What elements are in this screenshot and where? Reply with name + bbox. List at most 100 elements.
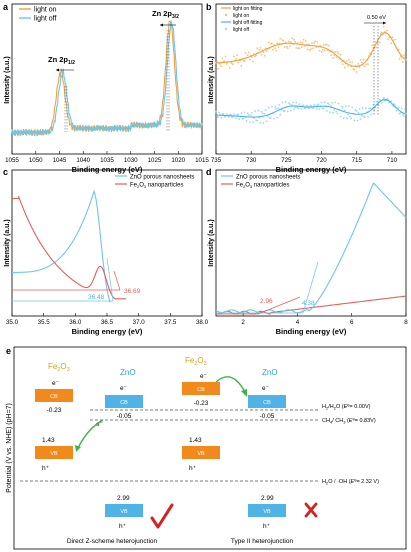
panel-b-point-off xyxy=(342,117,345,120)
panel-d-tangent-fe xyxy=(257,296,301,315)
panel-b-point-off xyxy=(261,112,264,115)
panel-b-point-off xyxy=(243,111,246,114)
panel-b-point-off xyxy=(247,114,250,116)
panel-b-point-off xyxy=(386,97,388,100)
panel-d-tick-label-3: 8 xyxy=(404,319,408,326)
panel-b-point-on xyxy=(301,41,304,44)
panel-b-point-on xyxy=(391,36,394,39)
panel-d-tick-label-2: 6 xyxy=(350,319,354,326)
scheme-z-zno-label: ZnO xyxy=(120,368,136,377)
panel-b-point-on xyxy=(313,41,316,44)
scheme-t2-fe-e: e⁻ xyxy=(200,373,207,380)
panel-b-point-off xyxy=(245,120,248,122)
scheme-z-fe2o3-label: Fe2O3 xyxy=(48,362,70,373)
scheme-z-fe-vb-label: VB xyxy=(50,451,58,457)
panel-b-tick-label-5: 710 xyxy=(387,157,398,164)
panel-b-point-off xyxy=(215,110,217,113)
panel-c-tick-label-0: 35.0 xyxy=(6,319,19,326)
panel-a-tick-label-2: 1045 xyxy=(53,157,67,164)
panel-b-point-off xyxy=(288,103,291,105)
panel-b-point-on xyxy=(276,42,279,45)
panel-b-point-off xyxy=(271,105,273,108)
scheme-z-zno-vb-value: 2.99 xyxy=(117,495,130,502)
panel-b-point-off xyxy=(335,110,338,113)
panel-b-point-on xyxy=(334,51,337,53)
panel-b-point-off xyxy=(353,119,356,122)
panel-c-x-ticks: 35.0 35.5 36.0 36.5 37.0 37.5 38.0 xyxy=(6,313,209,326)
panel-a-ylabel: Intensity (a.u.) xyxy=(4,56,11,103)
scheme-t2-fe-vb xyxy=(182,446,220,459)
panel-a-legend-on: light on xyxy=(34,7,57,14)
panel-b-point-off xyxy=(283,110,286,113)
scheme-z-zno-cb xyxy=(105,395,143,408)
scheme-z-caption: Direct Z-scheme heterojunction xyxy=(67,538,158,545)
panel-b-legend-swatch-2 xyxy=(224,13,228,17)
scheme-z-transfer-e: e⁻ xyxy=(96,421,103,428)
panel-d-x-ticks: 2 4 6 8 xyxy=(241,313,408,326)
panel-b-point-on xyxy=(300,46,303,48)
panel-b-point-off xyxy=(370,113,373,116)
panel-b-point-on xyxy=(267,41,270,44)
scheme-t2-fe-vb-label: VB xyxy=(197,451,205,457)
panel-b-xlabel: Binding energy (eV) xyxy=(276,165,347,174)
panel-b-point-on xyxy=(233,55,235,58)
panel-a-legend: light on light off xyxy=(19,7,57,23)
panel-b-point-off xyxy=(292,101,294,104)
panel-b-point-on xyxy=(293,38,296,41)
panel-b-point-on xyxy=(380,31,383,34)
panel-d-series-zno xyxy=(215,182,407,314)
panel-b-point-on xyxy=(337,52,340,55)
panel-b-point-off xyxy=(326,102,329,105)
panel-b-point-on xyxy=(339,53,342,56)
panel-b-legend-swatch-4 xyxy=(224,27,228,31)
panel-e-letter: e xyxy=(6,346,11,356)
panel-b-point-off xyxy=(220,116,223,119)
scheme-z-fe-h: h⁺ xyxy=(42,465,49,472)
panel-b-point-on xyxy=(243,59,246,62)
panel-b-point-on xyxy=(288,44,291,47)
panel-b-point-on xyxy=(237,61,240,64)
panel-b-point-on xyxy=(314,40,317,43)
panel-b-point-on xyxy=(316,41,319,43)
panel-c-series-zno xyxy=(12,189,111,303)
panel-b-point-off xyxy=(218,111,221,114)
panel-b-point-on xyxy=(333,54,336,57)
panel-b-point-off xyxy=(284,101,287,103)
scheme-z-zno-h: h⁺ xyxy=(119,523,126,530)
panel-b-point-off xyxy=(354,108,357,111)
panel-b-point-on xyxy=(332,57,335,59)
panel-b-point-on xyxy=(357,62,360,65)
panel-b-point-off xyxy=(333,108,336,111)
panel-d-legend-fe: Fe2O3 nanoparticles xyxy=(236,182,290,189)
panel-b-point-on xyxy=(387,38,389,41)
panel-b-point-off xyxy=(265,120,268,123)
panel-b-point-on xyxy=(323,49,326,52)
panel-b-point-off xyxy=(249,114,252,117)
panel-b-point-off xyxy=(295,101,298,104)
panel-b-point-off xyxy=(267,106,270,109)
panel-b-point-off xyxy=(369,107,372,110)
scheme-t2-zno-cb-label: CB xyxy=(263,400,271,406)
panel-a-tick-label-1: 1050 xyxy=(29,157,43,164)
panel-b-point-off xyxy=(355,109,358,112)
panel-a-annotation-zn2p12: Zn 2p1/2 xyxy=(48,55,75,66)
panel-a-tick-label-4: 1035 xyxy=(100,157,114,164)
panel-d-legend-zno: ZnO porous nanosheets xyxy=(236,174,300,180)
panel-b-point-on xyxy=(277,46,280,48)
panel-d-frame xyxy=(215,169,407,317)
panel-b-point-off xyxy=(393,103,396,106)
panel-b-point-on xyxy=(363,65,366,68)
panel-b-point-off xyxy=(404,108,406,111)
panel-b-point-off xyxy=(222,113,225,115)
panel-b-point-on xyxy=(228,67,231,69)
panel-d-tick-label-1: 4 xyxy=(296,319,300,326)
panel-b-point-off xyxy=(349,115,351,118)
panel-a-tick-label-8: 1015 xyxy=(195,157,209,164)
panel-b-point-on xyxy=(359,58,362,61)
panel-b-tick-label-1: 730 xyxy=(246,157,257,164)
panel-b-point-on xyxy=(398,57,401,60)
panel-b-point-off xyxy=(360,114,363,117)
panel-b-point-on xyxy=(236,54,239,57)
panel-a-x-ticks: 1055 1050 1045 1040 1035 1030 1025 1020 1015 xyxy=(5,151,209,164)
panel-a-xlabel: Binding energy (eV) xyxy=(72,165,143,174)
